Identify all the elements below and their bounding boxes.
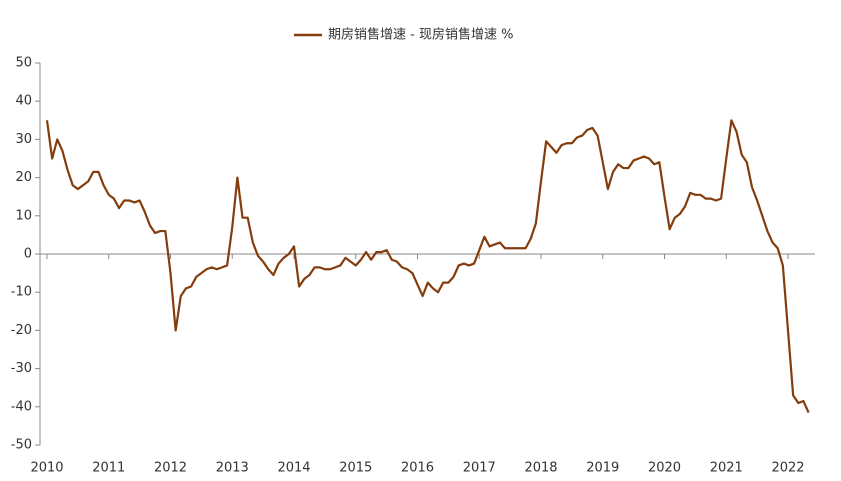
x-tick-label: 2020 — [648, 461, 681, 476]
x-tick-label: 2022 — [771, 461, 804, 476]
x-tick-label: 2016 — [401, 461, 434, 476]
x-tick-label: 2013 — [216, 461, 249, 476]
y-tick-label: -50 — [11, 438, 32, 453]
x-tick-label: 2018 — [524, 461, 557, 476]
x-tick-label: 2019 — [586, 461, 619, 476]
x-tick-label: 2017 — [463, 461, 496, 476]
y-tick-label: -20 — [11, 323, 32, 338]
x-tick-label: 2010 — [30, 461, 63, 476]
y-tick-label: 30 — [15, 132, 32, 147]
x-tick-label: 2012 — [154, 461, 187, 476]
y-tick-label: 40 — [15, 94, 32, 109]
y-tick-label: 10 — [15, 208, 32, 223]
y-tick-label: -40 — [11, 399, 32, 414]
x-tick-label: 2021 — [710, 461, 743, 476]
y-tick-label: -30 — [11, 361, 32, 376]
y-tick-label: 50 — [15, 56, 32, 71]
x-tick-label: 2014 — [277, 461, 310, 476]
legend-label: 期房销售增速 - 现房销售增速 % — [328, 27, 513, 43]
y-tick-label: -10 — [11, 285, 32, 300]
y-tick-label: 0 — [24, 247, 32, 262]
data-line — [45, 119, 810, 413]
y-tick-label: 20 — [15, 170, 32, 185]
x-tick-label: 2015 — [339, 461, 372, 476]
x-tick-label: 2011 — [92, 461, 125, 476]
